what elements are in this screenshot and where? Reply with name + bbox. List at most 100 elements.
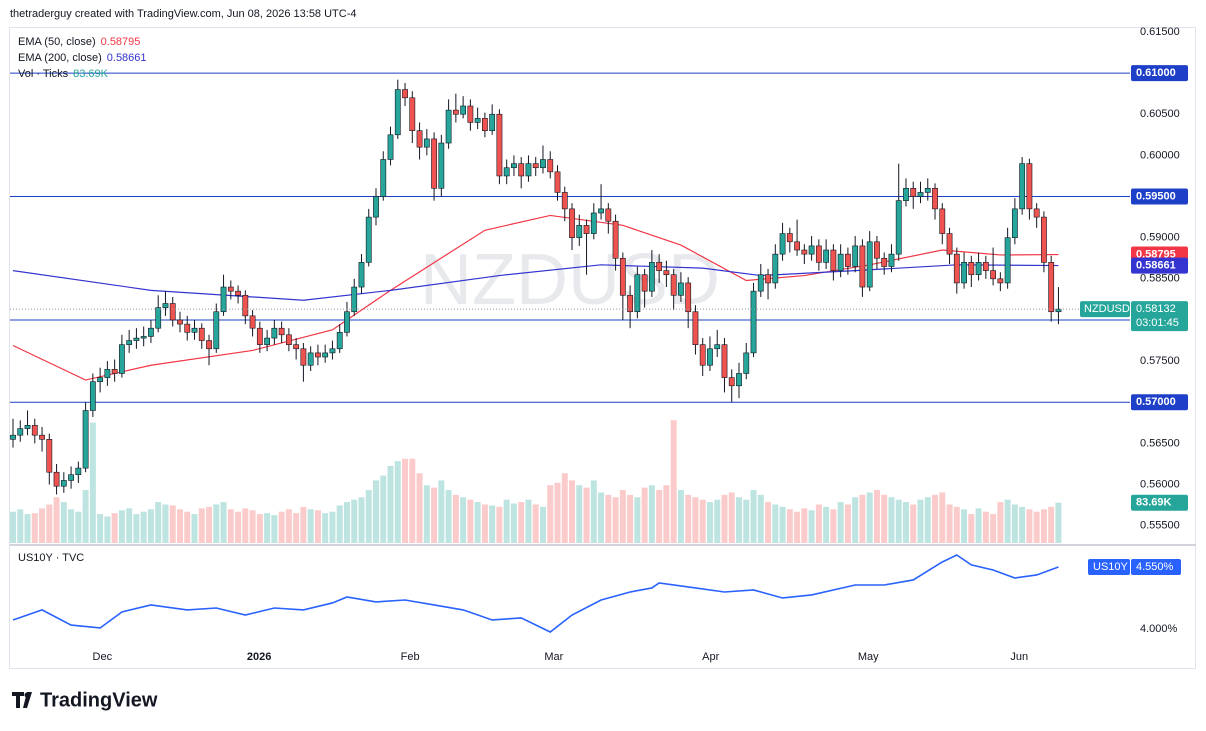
volume-bar (452, 494, 459, 543)
volume-bar (68, 509, 75, 543)
volume-bar (336, 505, 343, 543)
candle-body (307, 352, 314, 366)
candle-body (605, 208, 612, 222)
candle-body (997, 278, 1004, 284)
volume-bar (794, 511, 801, 543)
candle-body (794, 241, 800, 251)
x-tick-label: Dec (93, 651, 113, 663)
candle-body (547, 159, 554, 173)
volume-bar (815, 504, 822, 543)
volume-bar (699, 499, 706, 543)
volume-bar (1055, 502, 1062, 543)
volume-bar (997, 502, 1004, 543)
volume-bar (953, 506, 960, 543)
candle-body (1026, 163, 1033, 210)
volume-bar (539, 506, 546, 543)
volume-bar (706, 502, 713, 543)
volume-bar (24, 514, 31, 543)
volume-bar (271, 515, 278, 543)
header: thetraderguy created with TradingView.co… (10, 8, 357, 20)
candle-body (278, 327, 285, 336)
volume-bar (1048, 506, 1055, 543)
candle-body (968, 262, 975, 276)
last-price-label: 0.58132 (1136, 303, 1176, 315)
candle-body (198, 327, 205, 341)
candle-body (569, 208, 575, 238)
volume-bar (830, 509, 837, 543)
volume-bar (481, 504, 488, 543)
candle-body (111, 369, 118, 374)
volume-bar (627, 494, 634, 543)
candle-body (452, 109, 459, 115)
volume-bar (60, 502, 67, 543)
candle-body (162, 303, 169, 308)
volume-bar (786, 509, 793, 543)
volume-bar (961, 509, 968, 543)
candle-body (285, 334, 292, 345)
candle-body (830, 249, 837, 271)
candle-body (561, 192, 568, 210)
volume-bar (1026, 509, 1033, 543)
volume-bar (750, 490, 757, 543)
candle-body (932, 188, 938, 210)
candle-body (155, 307, 162, 329)
candle-body (387, 134, 394, 160)
volume-bar (104, 516, 111, 543)
candle-body (786, 233, 793, 243)
candle-body (1033, 208, 1040, 218)
volume-bar (902, 502, 909, 543)
candle-body (634, 274, 641, 313)
candle-body (140, 336, 147, 339)
last-price-box (1131, 301, 1188, 332)
legend-value: 0.58661 (107, 52, 147, 64)
volume-bar (946, 504, 953, 543)
candle-body (765, 274, 771, 284)
candle-body (975, 262, 982, 276)
candle-body (757, 274, 764, 292)
volume-bar (852, 497, 859, 543)
y-tick-label: 0.60000 (1140, 149, 1180, 161)
volume-bar (808, 510, 815, 543)
volume-bar (503, 499, 510, 543)
volume-bar (322, 513, 329, 543)
indicator-line (12, 554, 1059, 633)
candle-body (177, 319, 183, 325)
candle-body (808, 245, 815, 255)
volume-bar (438, 480, 445, 543)
candle-body (474, 118, 481, 123)
candle-body (191, 327, 198, 333)
candle-body (119, 344, 125, 374)
indicator-name: US10Y · TVC (18, 552, 84, 564)
symbol-label: NZDUSD (1084, 303, 1130, 315)
indicator-value-box (1131, 558, 1181, 575)
candle-body (736, 373, 742, 387)
candle-body (148, 327, 154, 337)
x-tick-label: Feb (401, 651, 420, 663)
candle-body (365, 216, 372, 263)
volume-bar (772, 504, 779, 543)
candle-body (53, 471, 60, 487)
candle-body (423, 138, 430, 148)
logo (12, 692, 32, 708)
volume-bar (895, 499, 902, 543)
candle-body (394, 89, 401, 136)
candle-body (249, 315, 256, 329)
candle-body (663, 270, 670, 276)
volume-bar (932, 494, 939, 543)
volume-bar (89, 422, 96, 543)
candle-body (750, 290, 757, 354)
ema-value-box (1131, 257, 1188, 274)
volume-bar (162, 504, 169, 543)
volume-bar (118, 510, 125, 543)
volume-bar (569, 480, 576, 543)
countdown: 03:01:45 (1136, 317, 1179, 329)
volume-bar (220, 502, 227, 543)
volume-bar (147, 509, 154, 543)
candle-body (815, 245, 822, 263)
candle-body (293, 344, 300, 350)
y-tick-label: 0.59000 (1140, 232, 1180, 244)
volume-bar (227, 509, 234, 543)
volume-bar (685, 494, 692, 543)
volume-bar (278, 511, 285, 543)
candle-body (322, 352, 329, 358)
